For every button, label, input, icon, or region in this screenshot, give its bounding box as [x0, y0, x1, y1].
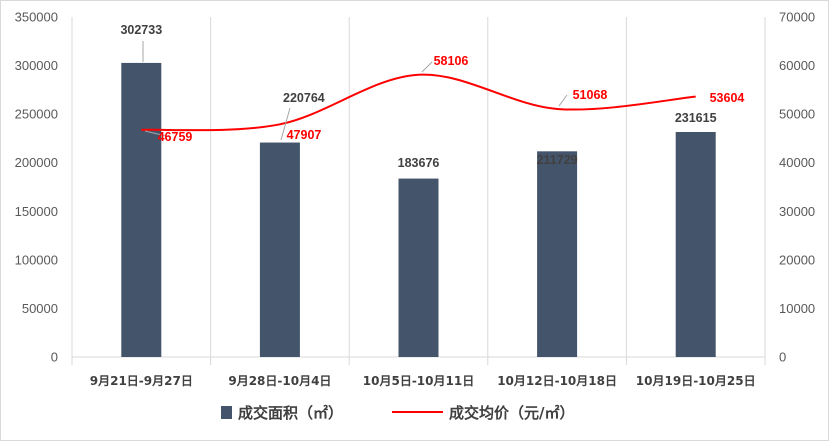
bar-label-leader: [280, 107, 291, 141]
y-right-tick-label: 30000: [779, 204, 815, 219]
x-category-label: 9月21日-9月27日: [90, 374, 193, 388]
x-category-label: 10月5日-10月11日: [363, 374, 474, 388]
y-right-tick-label: 0: [779, 350, 786, 365]
data-labels: 302733 220764 183676 211729 231615 46759 47907…: [120, 23, 744, 170]
y-left-tick-label: 300000: [15, 58, 58, 73]
bar-data-label: 220764: [283, 91, 325, 105]
legend-swatch-area: [221, 406, 232, 419]
y-left-tick-label: 50000: [22, 301, 58, 316]
bar-data-label: 183676: [398, 156, 440, 170]
price-line: [141, 73, 696, 132]
y-right-tick-label: 40000: [779, 155, 815, 170]
gridlines: [71, 17, 766, 365]
line-data-label: 53604: [710, 91, 745, 105]
legend: 成交面积（㎡） 成交均价（元/㎡）: [221, 404, 574, 422]
line-data-label: 46759: [158, 130, 193, 144]
y-right-tick-label: 50000: [779, 107, 815, 122]
y-left-tick-label: 250000: [15, 107, 58, 122]
bar-data-label: 211729: [537, 153, 578, 167]
y-left-tick-label: 0: [51, 350, 58, 365]
bar-series: [121, 62, 716, 358]
bar: [121, 62, 162, 358]
line-series: [141, 73, 696, 132]
y-right-tick-label: 10000: [779, 301, 815, 316]
line-label-leader: [144, 130, 171, 138]
bar: [537, 151, 578, 357]
line-label-leader: [558, 94, 568, 107]
line-data-label: 47907: [287, 128, 322, 142]
line-data-label: 58106: [434, 54, 469, 68]
y-right-tick-label: 70000: [779, 10, 815, 25]
legend-label-area: 成交面积（㎡）: [238, 404, 343, 422]
y-right-tick-label: 60000: [779, 58, 815, 73]
y-right-tick-label: 20000: [779, 252, 815, 267]
x-category-label: 10月12日-10月18日: [497, 374, 617, 388]
bar-data-label: 231615: [675, 111, 717, 125]
bar: [675, 132, 716, 357]
y-left-tick-label: 350000: [15, 10, 58, 25]
y-left-tick-label: 150000: [15, 204, 58, 219]
y-left-tick-label: 200000: [15, 155, 58, 170]
line-label-leader: [421, 61, 433, 73]
x-category-label: 9月28日-10月4日: [228, 374, 331, 388]
x-category-label: 10月19日-10月25日: [636, 374, 756, 388]
axes: 0500001000001500002000002500003000003500…: [15, 10, 816, 389]
legend-label-price: 成交均价（元/㎡）: [449, 404, 574, 422]
bar: [398, 178, 439, 357]
line-data-label: 51068: [573, 88, 608, 102]
bar-data-label: 302733: [120, 23, 162, 37]
y-left-tick-label: 100000: [15, 252, 58, 267]
bar: [259, 142, 300, 357]
